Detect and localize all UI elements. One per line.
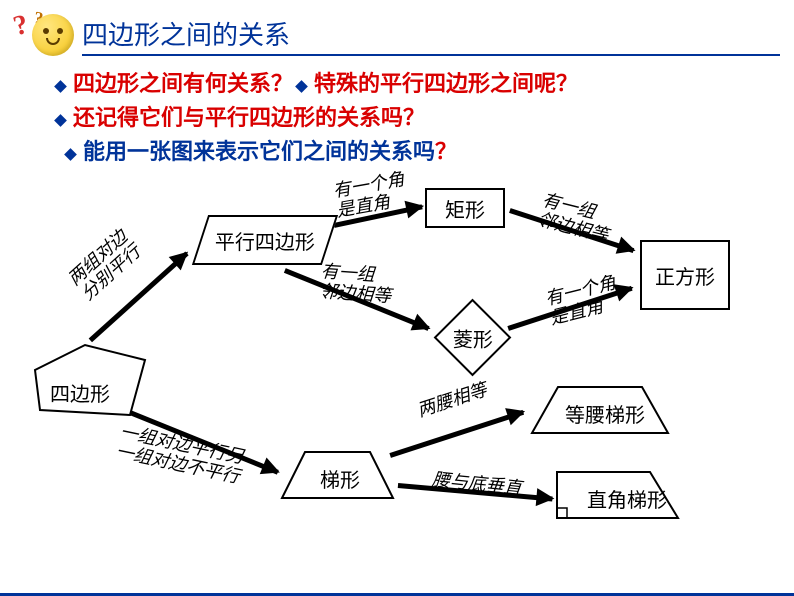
edge-label-1: 两组对边分别平行 bbox=[65, 227, 145, 305]
node-square: 正方形 bbox=[640, 240, 730, 310]
edge-label-5: 有一个角是直角 bbox=[543, 273, 622, 329]
bullet-1: 四边形之间有何关系？ bbox=[56, 66, 293, 98]
relationship-diagram: 两组对边分别平行 有一个角是直角 有一组邻边相等 有一组邻边相等 有一个角是直角… bbox=[0, 170, 794, 590]
bullet-4: 能用一张图来表示它们之间的关系吗？ bbox=[66, 134, 457, 166]
bullet-3: 还记得它们与平行四边形的关系吗？ bbox=[56, 100, 425, 132]
node-quadrilateral: 四边形 bbox=[30, 340, 150, 420]
edge-label-8: 腰与底垂直 bbox=[431, 470, 523, 499]
header: ?? 四边形之间的关系 bbox=[0, 0, 794, 64]
node-trapezoid: 梯形 bbox=[280, 450, 395, 500]
thinking-emoji-icon: ?? bbox=[14, 10, 74, 60]
edge-label-3: 有一组邻边相等 bbox=[535, 191, 614, 247]
node-rhombus: 菱形 bbox=[434, 299, 512, 377]
node-rectangle: 矩形 bbox=[425, 188, 505, 228]
node-parallelogram: 平行四边形 bbox=[192, 215, 338, 265]
node-isosceles-trapezoid: 等腰梯形 bbox=[530, 385, 670, 435]
edge-trap-isotrap bbox=[390, 412, 523, 455]
edge-label-4: 有一组邻边相等 bbox=[319, 262, 394, 307]
edge-label-7: 两腰相等 bbox=[415, 380, 490, 421]
bullet-list: 四边形之间有何关系？ 特殊的平行四边形之间呢？ 还记得它们与平行四边形的关系吗？… bbox=[0, 64, 794, 168]
bullet-2: 特殊的平行四边形之间呢？ bbox=[297, 66, 578, 98]
node-right-trapezoid: 直角梯形 bbox=[555, 470, 680, 520]
page-title: 四边形之间的关系 bbox=[82, 15, 780, 56]
